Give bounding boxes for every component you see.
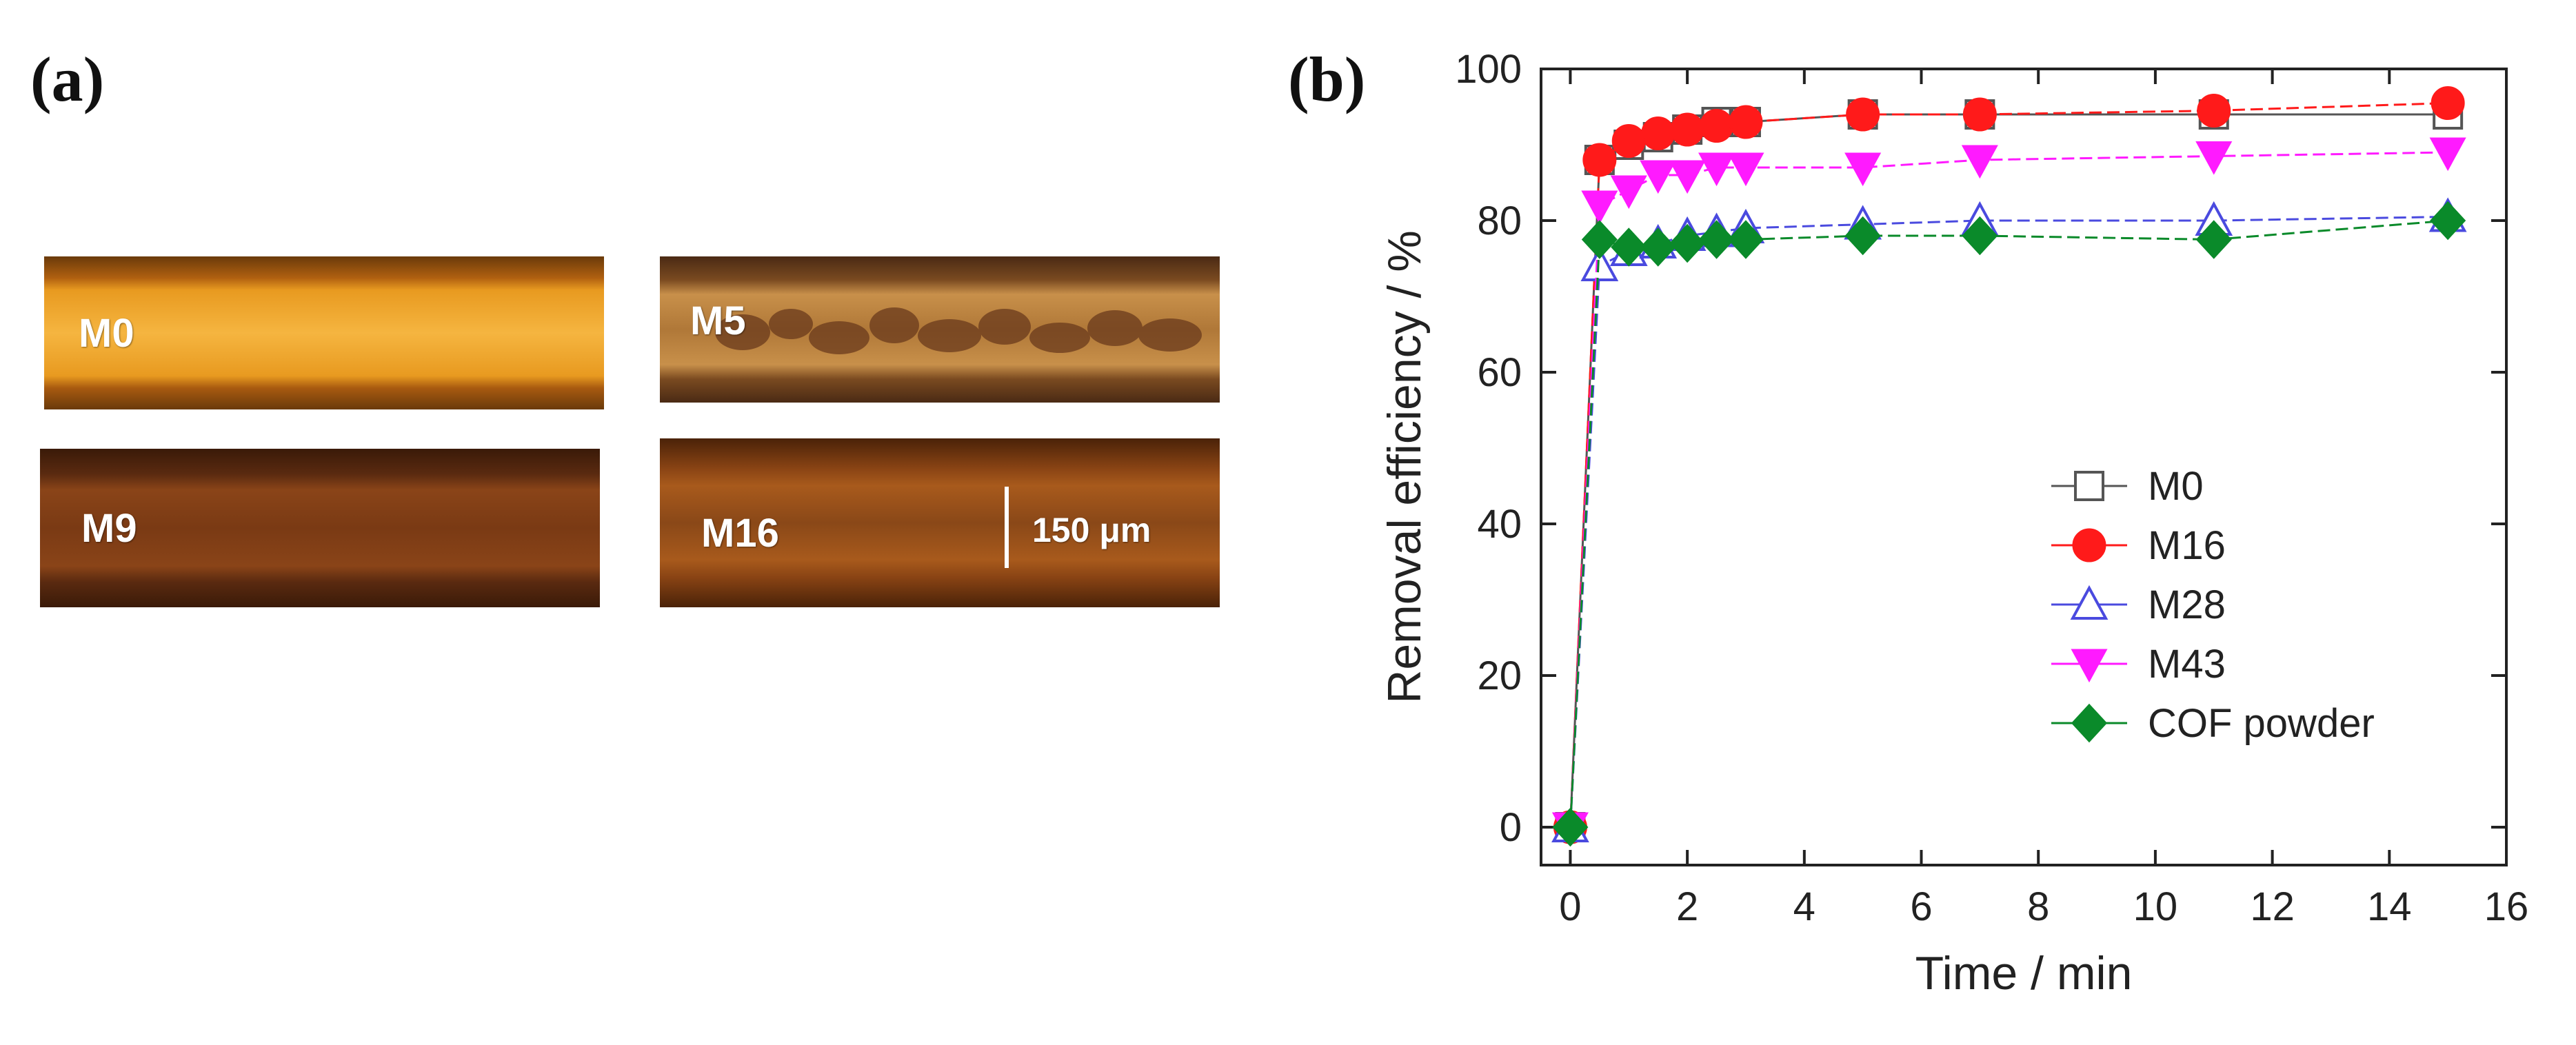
- data-point-cof-powder: [1962, 216, 1998, 256]
- data-point-m16: [1670, 112, 1704, 147]
- x-tick-label: 10: [2133, 884, 2178, 929]
- removal-efficiency-chart: 0 2 4 6 8 10 12 14 16 0 20 40 60 80 100 Time / min Remov…: [1379, 47, 2529, 1000]
- data-point-cof-powder: [1844, 216, 1881, 256]
- x-tick-label: 2: [1676, 884, 1698, 929]
- data-point-m43: [1610, 175, 1647, 210]
- micrograph-m5: M5: [660, 256, 1220, 403]
- legend-entry-m0: M0: [2051, 464, 2204, 509]
- data-point-m43: [1698, 152, 1735, 187]
- y-tick-label: 40: [1477, 502, 1522, 547]
- y-tick-label: 0: [1500, 805, 1522, 850]
- data-point-m43: [2195, 141, 2233, 175]
- data-point-m16: [1729, 105, 1763, 139]
- plot-frame: [1540, 68, 2508, 866]
- x-tick-label: 4: [1793, 884, 1815, 929]
- data-point-cof-powder: [1552, 807, 1589, 847]
- legend-entry-m16: M16: [2051, 523, 2226, 568]
- panel-b-label: (b): [1288, 44, 1366, 114]
- x-tick-label: 16: [2484, 884, 2529, 929]
- micrograph-m16: M16 150 μm: [660, 438, 1220, 607]
- legend-label-m43: M43: [2148, 642, 2226, 687]
- data-point-m43: [1640, 160, 1677, 194]
- micrograph-m5-label: M5: [690, 298, 746, 343]
- data-point-cof-powder: [1669, 223, 1706, 263]
- series-cof-powder: [1552, 201, 2466, 847]
- micrograph-m9: M9: [40, 449, 600, 607]
- micrograph-m9-label: M9: [81, 506, 137, 551]
- data-point-m43: [1961, 145, 1998, 179]
- data-point-m16: [2197, 94, 2231, 128]
- legend-label-cof-powder: COF powder: [2148, 701, 2375, 746]
- y-tick-label: 60: [1477, 350, 1522, 395]
- data-point-m28: [1580, 246, 1619, 281]
- legend-entry-cof-powder: COF powder: [2051, 701, 2375, 746]
- legend-marker-m0: [2074, 471, 2104, 501]
- data-point-cof-powder: [2195, 220, 2232, 259]
- data-point-m16: [2431, 86, 2465, 120]
- data-point-m16: [1582, 143, 1617, 177]
- data-point-cof-powder: [1611, 227, 1647, 267]
- scale-bar: [1005, 487, 1009, 568]
- data-point-m43: [1727, 152, 1764, 187]
- y-axis-label: Removal efficiency / %: [1379, 230, 1431, 704]
- x-tick-label: 6: [1910, 884, 1932, 929]
- x-tick-label: 14: [2367, 884, 2412, 929]
- data-point-cof-powder: [1640, 227, 1676, 267]
- panel-a-label: (a): [30, 44, 105, 114]
- data-point-m16: [1700, 109, 1734, 143]
- data-point-m43: [2429, 137, 2466, 172]
- data-point-m16: [1611, 124, 1646, 158]
- legend-entry-m28: M28: [2051, 582, 2226, 627]
- series-m16: [1553, 86, 2465, 844]
- data-point-cof-powder: [1727, 220, 1764, 259]
- y-tick-label: 100: [1455, 47, 1522, 92]
- legend-label-m28: M28: [2148, 582, 2226, 627]
- legend-marker-cof-powder: [2071, 703, 2108, 743]
- y-tick-label: 80: [1477, 199, 1522, 243]
- legend-entry-m43: M43: [2051, 642, 2226, 687]
- data-point-cof-powder: [1581, 220, 1618, 259]
- legend-marker-m43: [2071, 649, 2108, 683]
- x-tick-label: 12: [2250, 884, 2295, 929]
- legend-label-m16: M16: [2148, 523, 2226, 568]
- x-tick-label: 8: [2027, 884, 2049, 929]
- micrograph-m0: M0: [44, 256, 604, 409]
- data-point-m43: [1581, 190, 1618, 225]
- data-point-cof-powder: [2430, 201, 2466, 241]
- data-point-m43: [1844, 152, 1882, 187]
- micrograph-m16-label: M16: [701, 511, 779, 556]
- y-tick-label: 20: [1477, 653, 1522, 698]
- scale-bar-label: 150 μm: [1032, 511, 1151, 549]
- data-point-cof-powder: [1698, 220, 1735, 259]
- data-point-m16: [1641, 116, 1676, 150]
- data-point-m16: [1962, 97, 1997, 132]
- x-axis-label: Time / min: [1915, 947, 2133, 1000]
- micrograph-m0-label: M0: [79, 311, 134, 356]
- m5-particle-texture: [715, 307, 1202, 354]
- legend-marker-m16: [2072, 528, 2106, 562]
- legend-marker-m28: [2070, 585, 2109, 620]
- data-point-m16: [1846, 97, 1880, 132]
- legend-label-m0: M0: [2148, 464, 2204, 509]
- data-point-m43: [1669, 160, 1706, 194]
- x-tick-label: 0: [1559, 884, 1581, 929]
